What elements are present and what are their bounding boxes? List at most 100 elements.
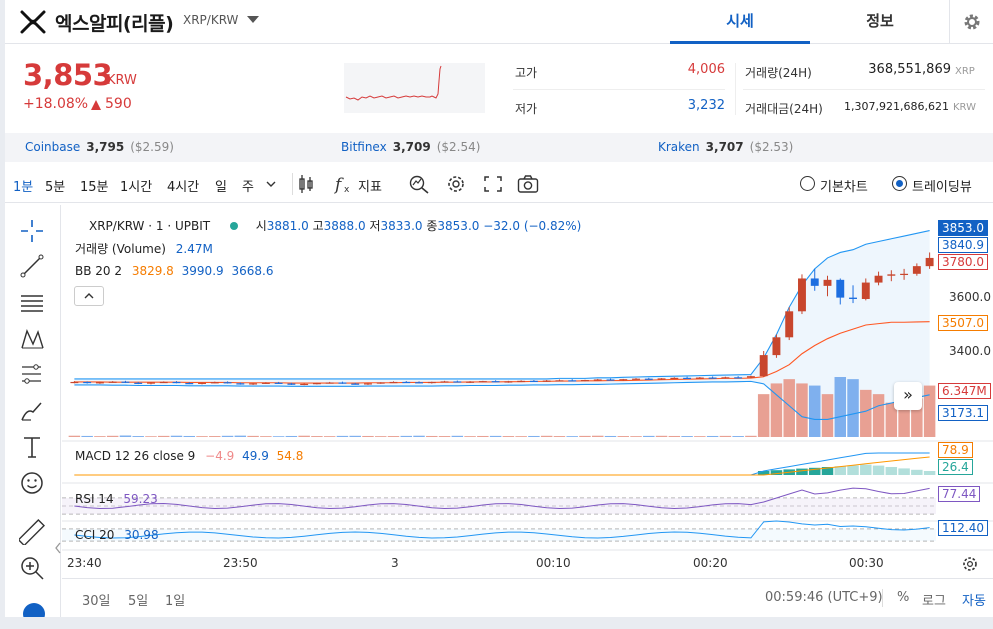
brush-icon[interactable] bbox=[19, 398, 45, 424]
timeframe-week[interactable]: 주 bbox=[242, 180, 254, 195]
crosshair-icon[interactable] bbox=[19, 218, 45, 244]
volume-bar bbox=[349, 435, 361, 437]
exchange-coinbase[interactable]: Coinbase 3,795 ($2.59) bbox=[25, 140, 174, 154]
timeframe-5m[interactable]: 5분 bbox=[45, 180, 66, 195]
chevron-left-icon[interactable] bbox=[54, 540, 62, 556]
volume-bar bbox=[234, 435, 247, 437]
volume-bar bbox=[528, 435, 540, 437]
collapse-legend-button[interactable] bbox=[74, 286, 104, 306]
auto-scale-toggle[interactable]: 자동 bbox=[962, 594, 986, 609]
exchange-name[interactable]: Kraken bbox=[658, 140, 700, 154]
timeframe-15m[interactable]: 15분 bbox=[80, 180, 109, 195]
range-30d[interactable]: 30일 bbox=[82, 594, 111, 609]
settings-gear-icon[interactable] bbox=[445, 174, 467, 194]
volume-bar bbox=[489, 435, 502, 437]
camera-icon[interactable] bbox=[517, 174, 539, 194]
text-tool-icon[interactable] bbox=[19, 434, 45, 460]
candle-body bbox=[632, 378, 640, 380]
time-axis-label: 23:50 bbox=[223, 556, 258, 570]
rsi-legend[interactable]: RSI 14 59.23 bbox=[75, 492, 158, 506]
candle-body bbox=[236, 383, 245, 385]
range-5d[interactable]: 5일 bbox=[128, 594, 149, 609]
timeframe-4h[interactable]: 4시간 bbox=[167, 180, 200, 195]
cci-value: 30.98 bbox=[124, 528, 159, 542]
volume-bar bbox=[847, 379, 859, 437]
chevron-down-icon[interactable] bbox=[264, 174, 278, 194]
macd-signal-line bbox=[74, 456, 930, 476]
volume-unit: XRP bbox=[955, 66, 975, 77]
close-label: 종 bbox=[426, 219, 438, 233]
volume-bar bbox=[643, 435, 655, 437]
header: 엑스알피(리플) XRP/KRW 시세 정보 bbox=[5, 0, 993, 44]
cci-tag: 112.40 bbox=[938, 520, 988, 536]
volume-bar bbox=[770, 383, 783, 437]
volume-bar bbox=[438, 436, 451, 437]
bb-legend[interactable]: BB 20 2 3829.8 3990.9 3668.6 bbox=[75, 264, 273, 278]
volume-legend[interactable]: 거래량 (Volume) 2.47M bbox=[75, 240, 213, 257]
candle-body bbox=[134, 382, 143, 384]
zoom-in-icon[interactable] bbox=[19, 555, 45, 581]
candle-body bbox=[785, 311, 794, 338]
candle-body bbox=[874, 275, 883, 283]
volume-bar bbox=[694, 436, 706, 437]
log-scale-toggle[interactable]: 로그 bbox=[922, 594, 946, 609]
chart-symbol-title[interactable]: XRP/KRW · 1 · UPBIT bbox=[89, 219, 211, 233]
candle-body bbox=[338, 382, 347, 384]
timeframe-day[interactable]: 일 bbox=[215, 180, 227, 195]
chevron-up-icon bbox=[84, 293, 94, 299]
bb-lower-tag: 3507.0 bbox=[938, 315, 988, 331]
coin-pair[interactable]: XRP/KRW bbox=[183, 13, 239, 27]
tradingview-radio[interactable] bbox=[892, 176, 907, 191]
basic-chart-label[interactable]: 기본차트 bbox=[820, 180, 868, 195]
basic-chart-radio[interactable] bbox=[800, 176, 815, 191]
volume-bar bbox=[566, 436, 578, 437]
clock-timezone[interactable]: 00:59:46 (UTC+9) bbox=[765, 590, 883, 605]
fullscreen-icon[interactable] bbox=[482, 174, 504, 194]
coin-name[interactable]: 엑스알피(리플) bbox=[55, 13, 174, 35]
volume-bar bbox=[247, 435, 259, 437]
candle-body bbox=[529, 380, 538, 383]
candle-body bbox=[70, 381, 79, 384]
timeframe-1h[interactable]: 1시간 bbox=[120, 180, 153, 195]
ruler-icon[interactable] bbox=[19, 519, 45, 545]
macd-legend[interactable]: MACD 12 26 close 9 −4.9 49.9 54.8 bbox=[75, 449, 303, 463]
scroll-to-latest-button[interactable]: » bbox=[894, 382, 922, 410]
tradingview-label[interactable]: 트레이딩뷰 bbox=[912, 180, 972, 195]
magnifier-chart-icon[interactable] bbox=[408, 174, 430, 194]
candle-body bbox=[376, 382, 385, 384]
volume-tag: 6.347M bbox=[938, 383, 991, 399]
high-value: 4,006 bbox=[687, 62, 725, 77]
cci-legend-name: CCI 20 bbox=[75, 528, 115, 542]
price-unit: KRW bbox=[107, 73, 137, 88]
tab-info[interactable]: 정보 bbox=[866, 12, 894, 30]
horizontal-lines-icon[interactable] bbox=[19, 290, 45, 316]
candle-body bbox=[823, 279, 832, 286]
exchange-name[interactable]: Bitfinex bbox=[341, 140, 387, 154]
range-1d[interactable]: 1일 bbox=[165, 594, 186, 609]
chart-footer: 30일 5일 1일 00:59:46 (UTC+9) % 로그 자동 bbox=[62, 578, 993, 616]
trend-line-icon[interactable] bbox=[19, 253, 45, 279]
coin-dropdown-icon[interactable] bbox=[247, 16, 259, 23]
tab-price[interactable]: 시세 bbox=[670, 0, 810, 44]
volume-label: 거래량(24H) bbox=[745, 66, 812, 80]
price-chart[interactable]: XRP/KRW · 1 · UPBIT 시3881.0 고3888.0 저383… bbox=[62, 205, 993, 577]
exchange-bitfinex[interactable]: Bitfinex 3,709 ($2.54) bbox=[341, 140, 480, 154]
candle-body bbox=[210, 382, 219, 384]
indicator-icon[interactable]: f x bbox=[334, 174, 356, 194]
percent-scale-toggle[interactable]: % bbox=[897, 590, 910, 605]
cci-legend[interactable]: CCI 20 30.98 bbox=[75, 528, 159, 542]
exchange-name[interactable]: Coinbase bbox=[25, 140, 81, 154]
chart-canvas[interactable] bbox=[62, 205, 993, 577]
axis-settings-gear-icon[interactable] bbox=[961, 555, 979, 573]
settings-button[interactable] bbox=[949, 0, 993, 44]
pattern-icon[interactable] bbox=[19, 326, 45, 352]
macd-legend-name: MACD 12 26 close 9 bbox=[75, 449, 196, 463]
indicator-button[interactable]: 지표 bbox=[358, 180, 382, 195]
timeframe-1m[interactable]: 1분 bbox=[13, 180, 34, 195]
emoji-icon[interactable] bbox=[19, 470, 45, 496]
exchange-kraken[interactable]: Kraken 3,707 ($2.53) bbox=[658, 140, 793, 154]
prediction-icon[interactable] bbox=[19, 362, 45, 388]
low-label: 저가 bbox=[515, 102, 538, 116]
candle-type-icon[interactable] bbox=[295, 174, 317, 194]
volume-bar bbox=[860, 389, 872, 437]
